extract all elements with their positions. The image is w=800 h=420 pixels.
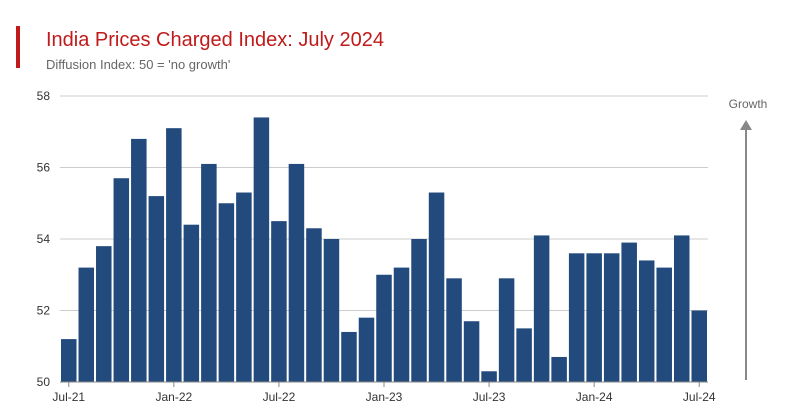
bar-Apr-24	[638, 260, 655, 382]
bar-Aug-21	[78, 267, 95, 382]
bar-Jul-23	[481, 371, 497, 382]
bar-Dec-23	[568, 253, 585, 382]
bar-series	[61, 117, 707, 382]
y-tick-label: 56	[37, 161, 51, 175]
x-tick-label: Jul-24	[683, 390, 716, 404]
bar-Feb-22	[183, 224, 200, 382]
bar-Jan-24	[586, 253, 602, 382]
bar-Mar-24	[621, 242, 637, 382]
bar-Aug-22	[288, 163, 305, 382]
bar-Sep-22	[306, 228, 322, 382]
growth-arrow-icon	[740, 120, 752, 130]
chart-subtitle: Diffusion Index: 50 = 'no growth'	[46, 57, 231, 72]
y-tick-label: 50	[37, 375, 51, 389]
bar-Oct-21	[113, 178, 130, 382]
bar-Dec-22	[358, 317, 375, 382]
bar-Aug-23	[498, 278, 515, 382]
y-axis-ticks: 50 52 54 56 58	[37, 89, 51, 389]
bar-Jun-23	[463, 321, 480, 382]
y-tick-label: 54	[37, 232, 51, 246]
x-tick-label: Jan-22	[155, 390, 192, 404]
bar-May-22	[236, 192, 252, 382]
x-tick-label: Jan-23	[366, 390, 403, 404]
x-tick-label: Jul-23	[473, 390, 506, 404]
bar-Jan-22	[166, 128, 182, 382]
bar-Dec-21	[148, 196, 165, 382]
x-tick-label: Jul-21	[52, 390, 85, 404]
bar-Jul-22	[271, 221, 287, 382]
bar-Jan-23	[376, 274, 392, 382]
x-axis-ticks: Jul-21 Jan-22 Jul-22 Jan-23 Jul-23 Jan-24 Jul-…	[52, 382, 716, 404]
bar-Mar-23	[411, 239, 427, 382]
bar-Feb-23	[393, 267, 410, 382]
bar-Jun-24	[673, 235, 690, 382]
bar-Nov-22	[341, 331, 357, 382]
bar-Sep-23	[516, 328, 532, 382]
bar-Feb-24	[603, 253, 620, 382]
bar-Nov-23	[551, 356, 567, 382]
bar-Jul-24	[691, 310, 707, 382]
x-tick-label: Jan-24	[576, 390, 613, 404]
x-tick-label: Jul-22	[263, 390, 296, 404]
bar-Apr-23	[428, 192, 445, 382]
growth-annotation: Growth	[729, 97, 768, 380]
bar-Jun-22	[253, 117, 270, 382]
growth-label: Growth	[729, 97, 768, 111]
title-accent-bar	[16, 26, 20, 68]
bar-Apr-22	[218, 203, 235, 382]
chart-title: India Prices Charged Index: July 2024	[46, 29, 384, 51]
bar-Sep-21	[96, 246, 112, 382]
bar-May-24	[656, 267, 672, 382]
bar-Oct-23	[533, 235, 550, 382]
bar-May-23	[446, 278, 462, 382]
bar-Nov-21	[131, 138, 147, 382]
bar-Jul-21	[61, 339, 77, 382]
y-tick-label: 52	[37, 304, 51, 318]
bar-Oct-22	[323, 239, 340, 382]
bar-Mar-22	[201, 163, 217, 382]
y-tick-label: 58	[37, 89, 51, 103]
